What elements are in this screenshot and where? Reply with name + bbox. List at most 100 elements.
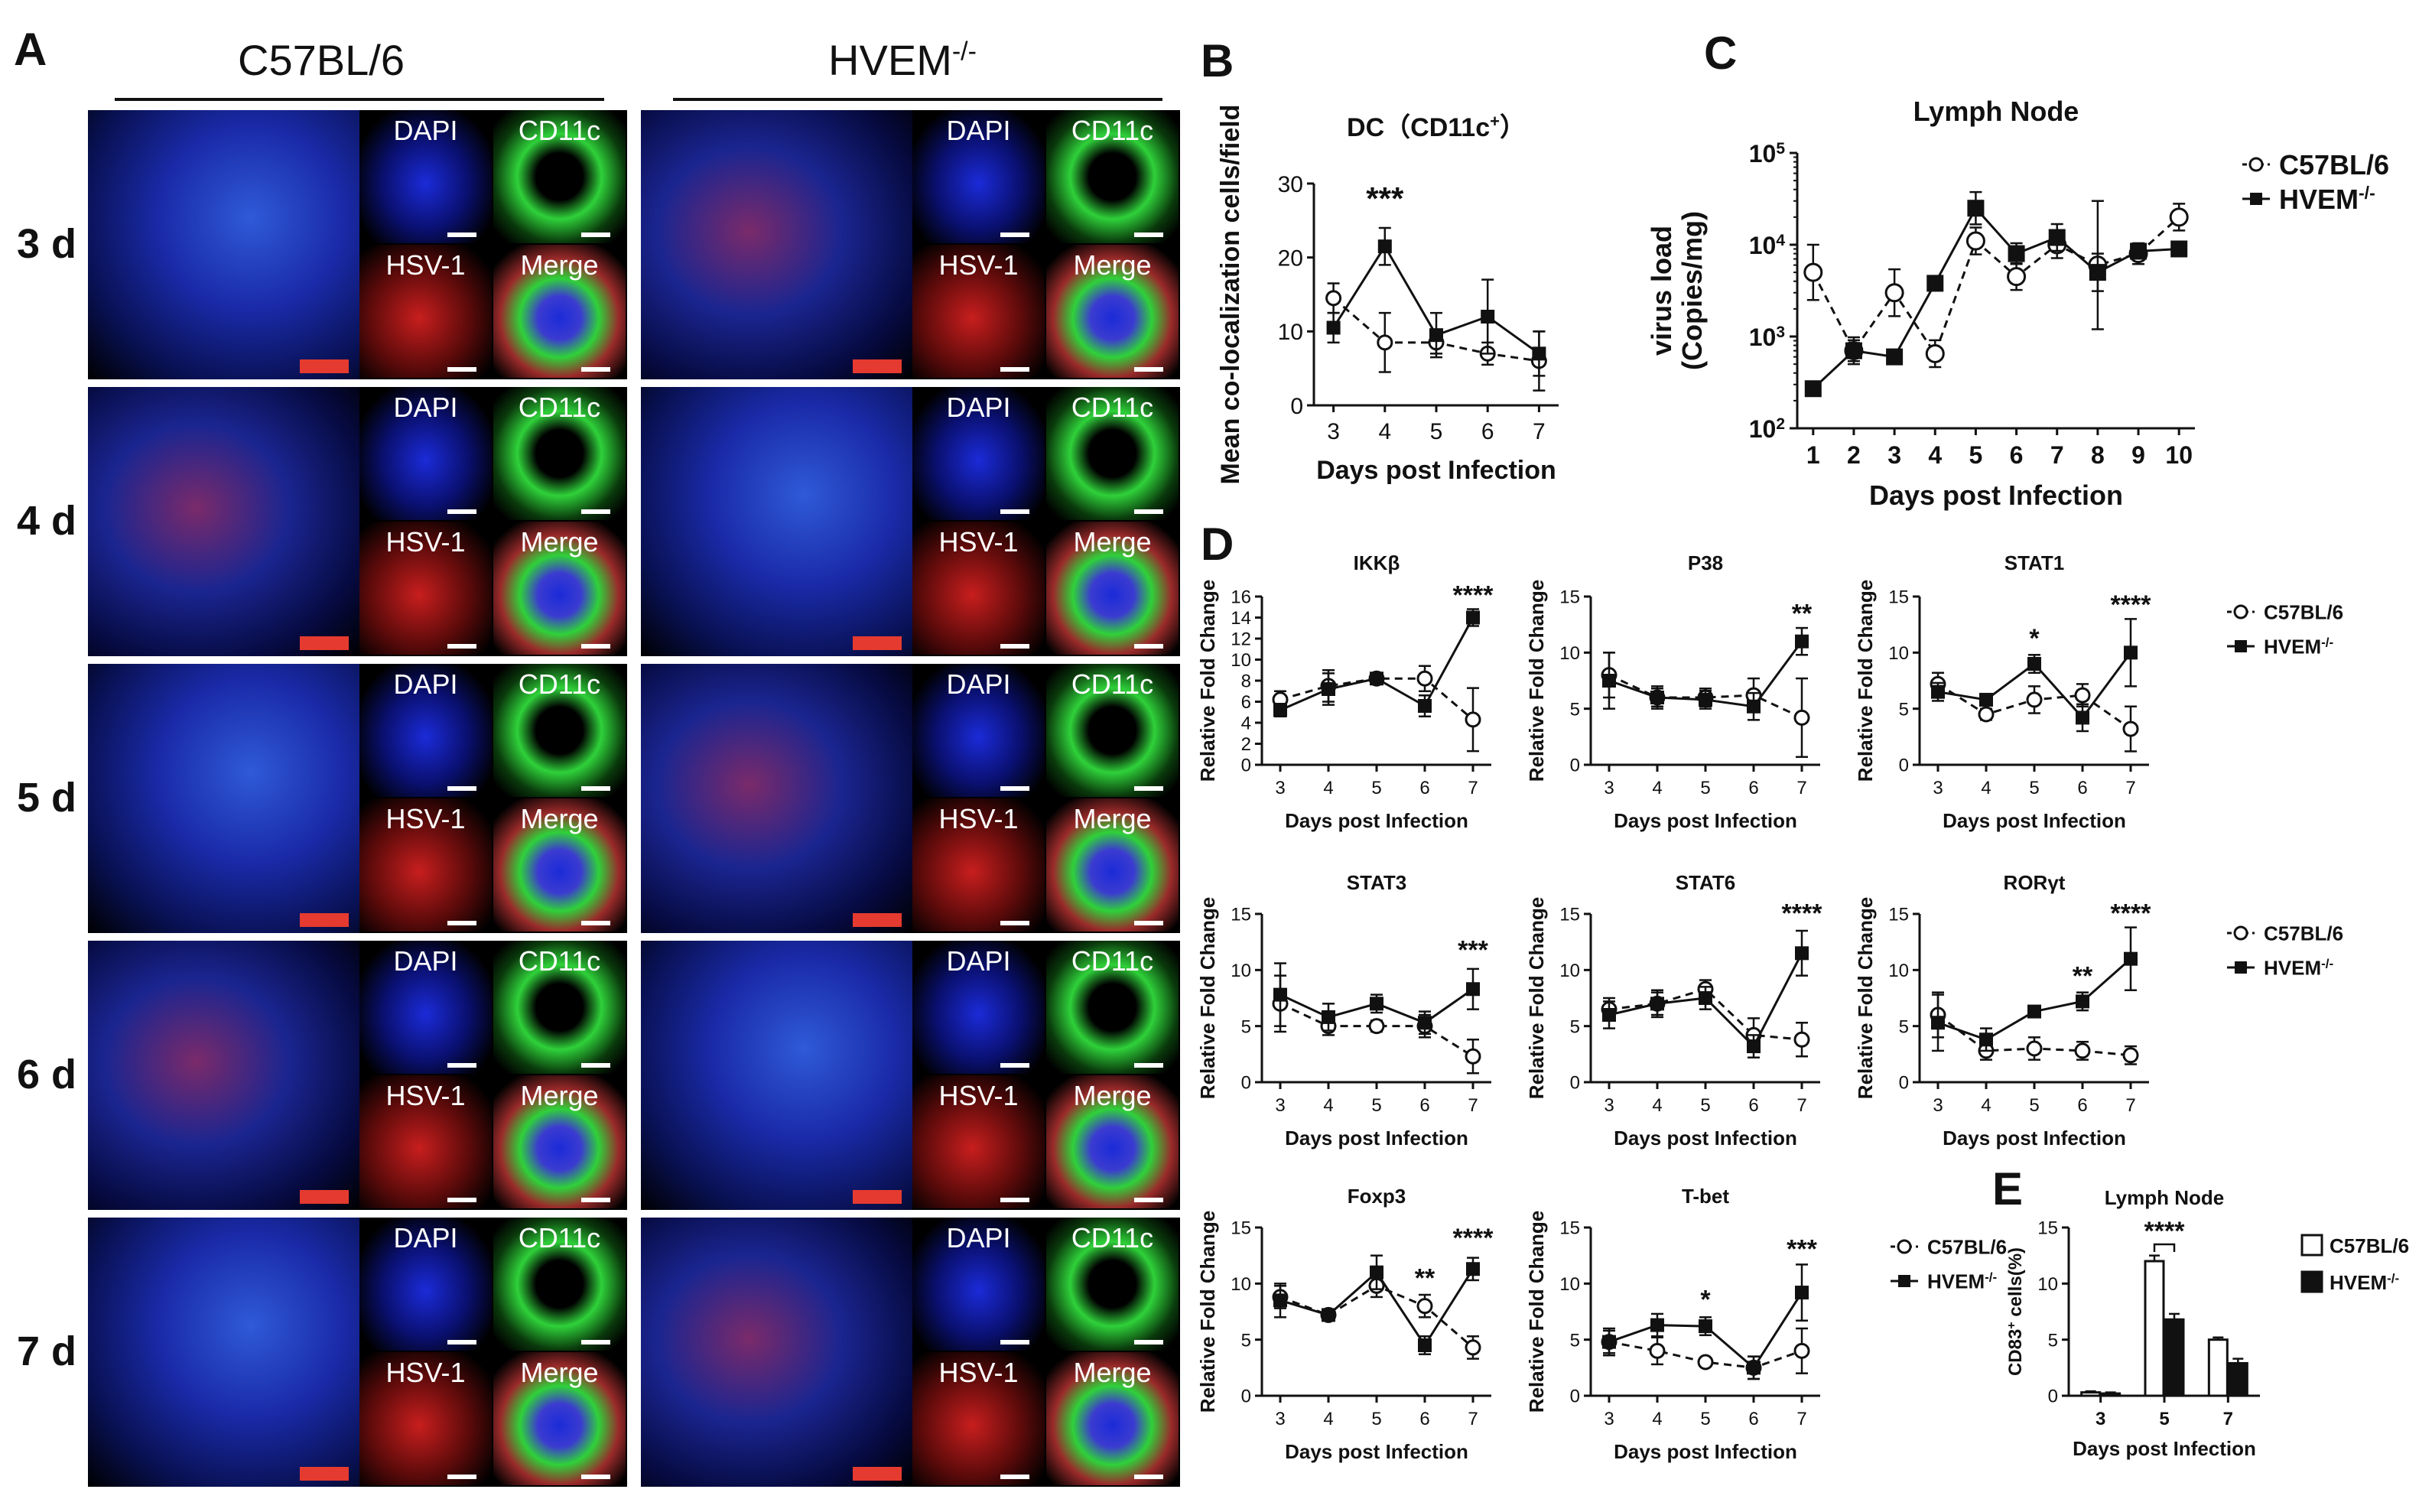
significance-bracket xyxy=(2153,1243,2176,1252)
chart-title: DC（CD11c+） xyxy=(1347,112,1526,143)
legend-label: C57BL/6 xyxy=(2264,600,2343,623)
scale-bar xyxy=(1134,786,1163,791)
scale-bar xyxy=(581,509,610,514)
data-point-hvem xyxy=(1322,1308,1335,1322)
data-point-hvem xyxy=(2124,645,2138,660)
channel-tile-hsv-1: HSV-1 xyxy=(359,1075,492,1208)
strain-ko-text: HVEM xyxy=(828,36,952,84)
data-point-c57bl6 xyxy=(1416,1298,1433,1315)
bar-hvem-5 xyxy=(2164,1318,2185,1397)
chart-title-part: STAT3 xyxy=(1347,871,1406,894)
legend-label: C57BL/6 xyxy=(2330,1234,2409,1257)
data-point-hvem xyxy=(1699,692,1712,707)
x-axis-label: Days post Infection xyxy=(1316,456,1556,485)
chart-title-part: RORγt xyxy=(2004,871,2066,894)
scale-bar xyxy=(1000,1063,1029,1068)
y-tick-label: 15 xyxy=(1888,587,1909,608)
x-tick-label: 5 xyxy=(1371,778,1381,798)
x-tick-label: 5 xyxy=(2029,1095,2039,1116)
channel-tile-merge: Merge xyxy=(1046,1352,1179,1485)
scale-bar xyxy=(300,359,349,373)
y-tick-label-part: 5 xyxy=(1776,140,1785,158)
chart-title: STAT6 xyxy=(1676,871,1735,894)
overview-micrograph xyxy=(641,664,912,933)
data-point-c57bl6 xyxy=(1697,1354,1714,1371)
data-point-hvem xyxy=(1466,610,1480,625)
channel-tile-hsv-1: HSV-1 xyxy=(359,1352,492,1485)
legend-label-part: -/- xyxy=(1985,1270,1997,1284)
data-point-c57bl6 xyxy=(1978,706,1995,723)
y-tick-label: 5 xyxy=(1570,1330,1580,1351)
data-point-hvem xyxy=(1326,320,1341,335)
data-point-c57bl6 xyxy=(1465,1048,1481,1065)
x-axis-label: Days post Infection xyxy=(2073,1437,2256,1460)
channel-label: HSV-1 xyxy=(938,1080,1019,1111)
overview-micrograph xyxy=(88,110,359,379)
scale-bar xyxy=(581,232,610,237)
chart-title: P38 xyxy=(1688,551,1723,574)
scale-bar xyxy=(1134,1340,1163,1345)
legend-label: HVEM-/- xyxy=(2279,183,2375,215)
data-point-hvem xyxy=(1370,997,1383,1011)
data-point-hvem xyxy=(2130,242,2148,260)
y-tick-label: 16 xyxy=(1231,587,1251,608)
strain-ko-sup: -/- xyxy=(951,37,977,67)
micrograph-row-ko-day-7: DAPI CD11c HSV-1 Merge xyxy=(641,1218,1180,1487)
x-tick-label: 8 xyxy=(2091,441,2105,469)
y-tick-label: 103 xyxy=(1749,324,1785,352)
panel-a-letter: A xyxy=(14,24,47,75)
x-tick-label: 5 xyxy=(1371,1409,1381,1429)
channel-label: CD11c xyxy=(1071,392,1154,423)
bar-c57bl6-3 xyxy=(2080,1391,2102,1397)
channel-label: HSV-1 xyxy=(938,803,1019,834)
x-tick-label: 7 xyxy=(2223,1409,2233,1429)
x-tick-label: 5 xyxy=(1969,441,1983,469)
channel-label: DAPI xyxy=(946,1222,1011,1253)
scale-bar xyxy=(581,1063,610,1068)
x-tick-label: 6 xyxy=(2077,1095,2087,1116)
y-tick-label: 0 xyxy=(1899,756,1909,776)
y-tick-label: 0 xyxy=(1899,1073,1909,1094)
data-point-hvem xyxy=(1322,1010,1335,1024)
day-label-3: 3 d xyxy=(17,221,77,267)
legend-swatch-c57bl6 xyxy=(2300,1234,2323,1257)
legend-marker-hvem xyxy=(2235,640,2247,652)
overview-micrograph xyxy=(88,1218,359,1487)
x-tick-label: 5 xyxy=(1430,419,1443,444)
bar-c57bl6-7 xyxy=(2207,1338,2229,1397)
scale-bar xyxy=(1000,786,1029,791)
overview-micrograph xyxy=(641,941,912,1210)
channel-tile-hsv-1: HSV-1 xyxy=(359,522,492,655)
y-tick-label: 10 xyxy=(1559,1274,1580,1295)
x-tick-label: 6 xyxy=(2010,441,2024,469)
scale-bar xyxy=(1000,367,1029,372)
data-point-hvem xyxy=(2027,657,2041,671)
data-point-c57bl6 xyxy=(1925,343,1945,363)
day-label-4: 4 d xyxy=(17,498,77,544)
strain-underline-ko xyxy=(673,98,1162,101)
x-axis-label: Days post Infection xyxy=(1943,1127,2126,1149)
data-point-hvem xyxy=(1650,691,1664,704)
x-tick-label: 7 xyxy=(1468,778,1478,798)
data-point-hvem xyxy=(1699,1319,1712,1334)
x-tick-label: 3 xyxy=(1604,1409,1614,1429)
scale-bar xyxy=(447,921,476,925)
data-point-c57bl6 xyxy=(1377,334,1393,351)
scale-bar xyxy=(1134,921,1163,925)
y-tick-label: 30 xyxy=(1278,172,1303,197)
data-point-hvem xyxy=(1845,342,1862,359)
x-tick-label: 6 xyxy=(1748,1095,1758,1116)
scale-bar xyxy=(853,1190,902,1204)
channel-tile-hsv-1: HSV-1 xyxy=(912,798,1045,932)
channel-label: CD11c xyxy=(518,1222,601,1253)
x-tick-label: 3 xyxy=(1275,1409,1285,1429)
scale-bar xyxy=(300,636,349,650)
data-point-c57bl6 xyxy=(1884,283,1904,303)
data-point-c57bl6 xyxy=(1793,1031,1810,1048)
channel-tile-cd11c: CD11c xyxy=(1046,664,1179,797)
legend-label: HVEM-/- xyxy=(2264,635,2333,658)
data-point-hvem xyxy=(1747,1039,1761,1054)
chart-title-part: P38 xyxy=(1688,551,1723,574)
y-tick-label-part: 10 xyxy=(1749,415,1777,443)
